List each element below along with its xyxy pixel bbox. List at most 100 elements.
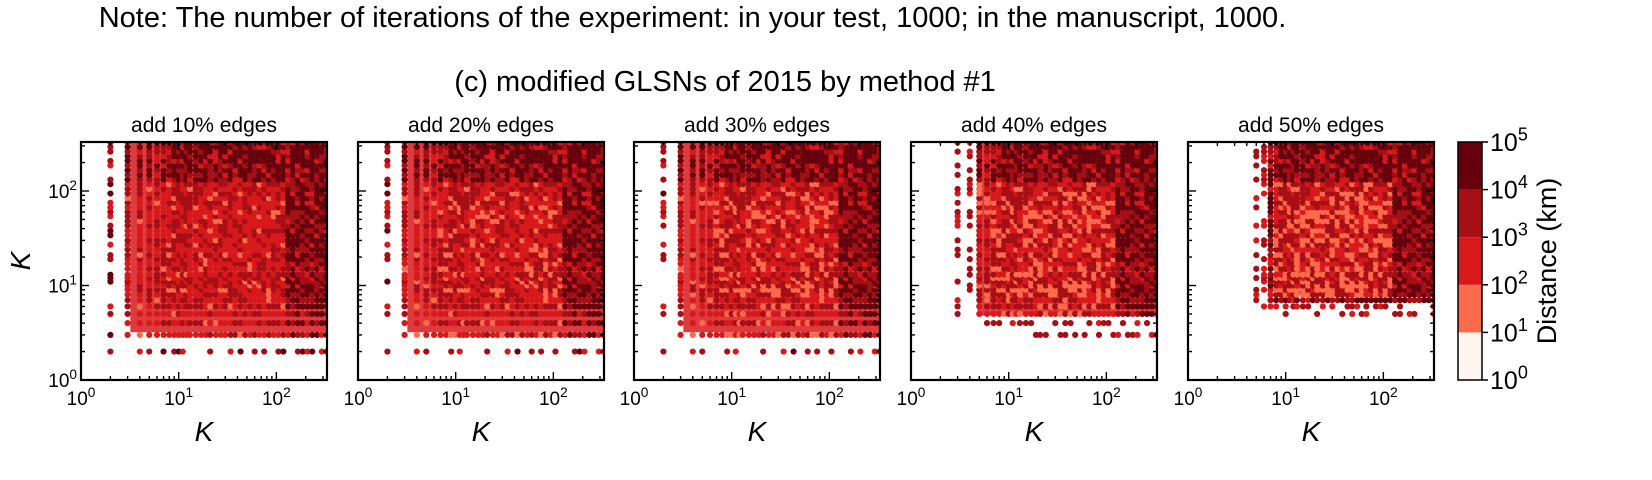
- data-point: [780, 271, 787, 278]
- data-point: [275, 157, 282, 165]
- data-point: [785, 297, 792, 304]
- data-point: [828, 162, 835, 169]
- data-point: [780, 176, 787, 183]
- data-point: [590, 213, 598, 220]
- data-point: [280, 218, 287, 225]
- data-point: [242, 297, 249, 304]
- data-point: [124, 246, 131, 253]
- data-point: [504, 218, 511, 225]
- data-point: [590, 303, 598, 310]
- data-point: [146, 297, 153, 304]
- data-point: [107, 348, 114, 355]
- data-point: [280, 204, 287, 211]
- data-point: [524, 199, 531, 206]
- data-point: [842, 303, 850, 310]
- data-point: [463, 218, 470, 225]
- data-point: [838, 157, 845, 165]
- data-point: [437, 331, 444, 339]
- data-point: [790, 176, 797, 183]
- data-point: [430, 162, 438, 169]
- data-point: [489, 271, 496, 278]
- data-point: [227, 348, 234, 355]
- data-point: [842, 190, 850, 197]
- data-point: [289, 331, 297, 339]
- data-point: [489, 251, 496, 259]
- data-point: [309, 286, 316, 293]
- data-point: [509, 222, 516, 229]
- data-point: [842, 241, 850, 248]
- data-point: [765, 162, 772, 169]
- data-point: [581, 162, 588, 169]
- subplot-title: add 40% edges: [961, 114, 1107, 137]
- data-point: [153, 286, 161, 293]
- data-point: [448, 232, 455, 239]
- data-point: [538, 167, 545, 174]
- data-point: [448, 246, 455, 253]
- data-point: [217, 303, 224, 310]
- data-point: [590, 218, 598, 225]
- data-point: [423, 176, 430, 183]
- data-point: [780, 331, 787, 339]
- data-point: [519, 331, 526, 339]
- data-point: [443, 162, 450, 169]
- data-point: [739, 208, 746, 216]
- data-point: [146, 143, 153, 151]
- data-point: [706, 148, 714, 155]
- data-point: [479, 237, 487, 244]
- data-point: [818, 246, 826, 253]
- data-point: [790, 143, 797, 151]
- data-point: [494, 286, 501, 293]
- data-point: [814, 185, 821, 193]
- data-point: [484, 190, 491, 197]
- data-point: [581, 310, 588, 318]
- data-point: [304, 237, 311, 244]
- data-point: [818, 208, 826, 216]
- data-point: [202, 148, 210, 155]
- data-point: [552, 222, 559, 229]
- data-point: [285, 218, 292, 225]
- data-point: [576, 148, 583, 155]
- data-point: [509, 153, 516, 160]
- data-point: [533, 246, 540, 253]
- data-point: [299, 227, 306, 234]
- data-point: [966, 286, 973, 293]
- data-point: [533, 303, 540, 310]
- data-point: [677, 181, 684, 188]
- data-point: [814, 181, 821, 188]
- data-point: [294, 171, 301, 179]
- data-point: [232, 320, 239, 327]
- data-point: [847, 297, 854, 304]
- data-point: [814, 291, 821, 298]
- data-point: [256, 251, 263, 259]
- data-point: [479, 227, 487, 234]
- data-point: [198, 162, 205, 169]
- data-point: [171, 218, 178, 225]
- data-point: [469, 185, 476, 193]
- data-point: [448, 260, 455, 267]
- data-point: [770, 286, 777, 293]
- data-point: [713, 218, 720, 225]
- data-point: [528, 195, 535, 202]
- data-point: [547, 241, 554, 248]
- data-point: [136, 208, 143, 216]
- data-point: [828, 171, 835, 179]
- data-point: [751, 195, 758, 202]
- data-point: [823, 291, 830, 298]
- data-point: [765, 199, 772, 206]
- data-point: [270, 157, 277, 165]
- data-point: [489, 190, 496, 197]
- data-point: [745, 291, 752, 298]
- data-point: [469, 241, 476, 248]
- data-point: [309, 271, 316, 278]
- data-point: [509, 204, 516, 211]
- data-point: [804, 143, 811, 151]
- data-point: [538, 204, 545, 211]
- data-point: [171, 208, 178, 216]
- data-point: [212, 246, 219, 253]
- data-point: [124, 148, 131, 155]
- data-point: [795, 331, 802, 339]
- data-point: [146, 213, 153, 220]
- data-point: [275, 271, 282, 278]
- data-point: [760, 162, 767, 169]
